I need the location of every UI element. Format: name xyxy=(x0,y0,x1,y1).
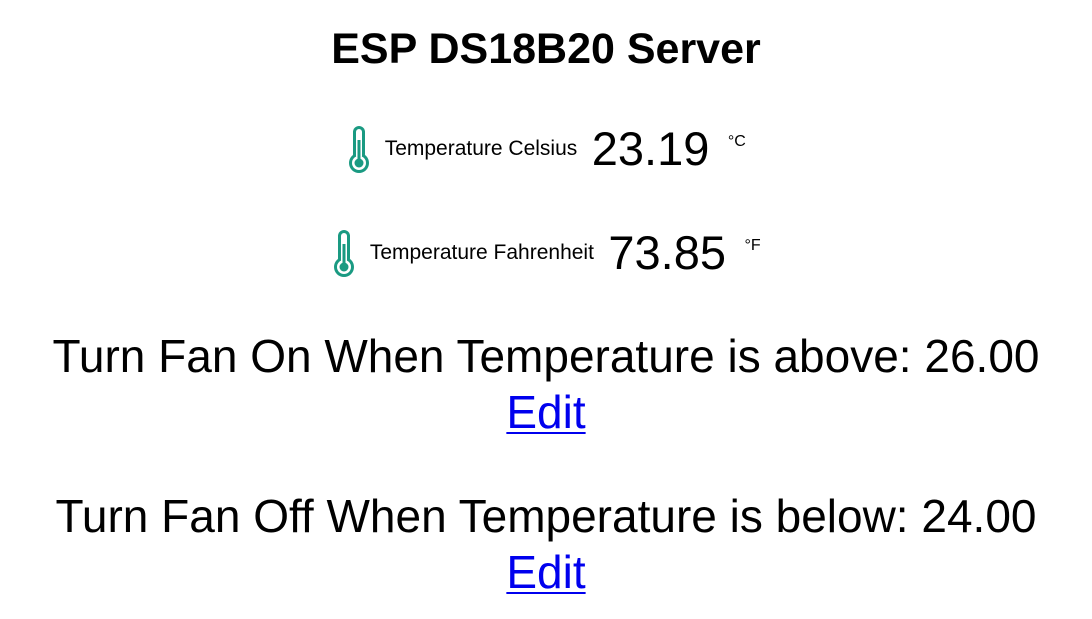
thermometer-icon xyxy=(349,126,370,173)
thermometer-icon xyxy=(334,230,355,277)
fan-on-threshold-text: Turn Fan On When Temperature is above: 2… xyxy=(52,330,1040,382)
fan-on-threshold: Turn Fan On When Temperature is above: 2… xyxy=(0,328,1092,440)
celsius-reading: Temperature Celsius 23.19 °C xyxy=(0,124,1092,174)
fahrenheit-label: Temperature Fahrenheit xyxy=(369,241,594,264)
page-title: ESP DS18B20 Server xyxy=(331,25,761,73)
celsius-unit: °C xyxy=(727,133,746,150)
edit-fan-on-link[interactable]: Edit xyxy=(506,386,586,438)
fahrenheit-reading: Temperature Fahrenheit 73.85 °F xyxy=(0,228,1092,278)
celsius-value: 23.19 xyxy=(591,122,710,175)
fan-off-threshold-text: Turn Fan Off When Temperature is below: … xyxy=(55,490,1037,542)
fan-off-threshold: Turn Fan Off When Temperature is below: … xyxy=(0,488,1092,600)
celsius-label: Temperature Celsius xyxy=(384,137,578,160)
edit-fan-off-link[interactable]: Edit xyxy=(506,546,586,598)
fahrenheit-value: 73.85 xyxy=(608,226,727,279)
fahrenheit-unit: °F xyxy=(744,237,761,254)
